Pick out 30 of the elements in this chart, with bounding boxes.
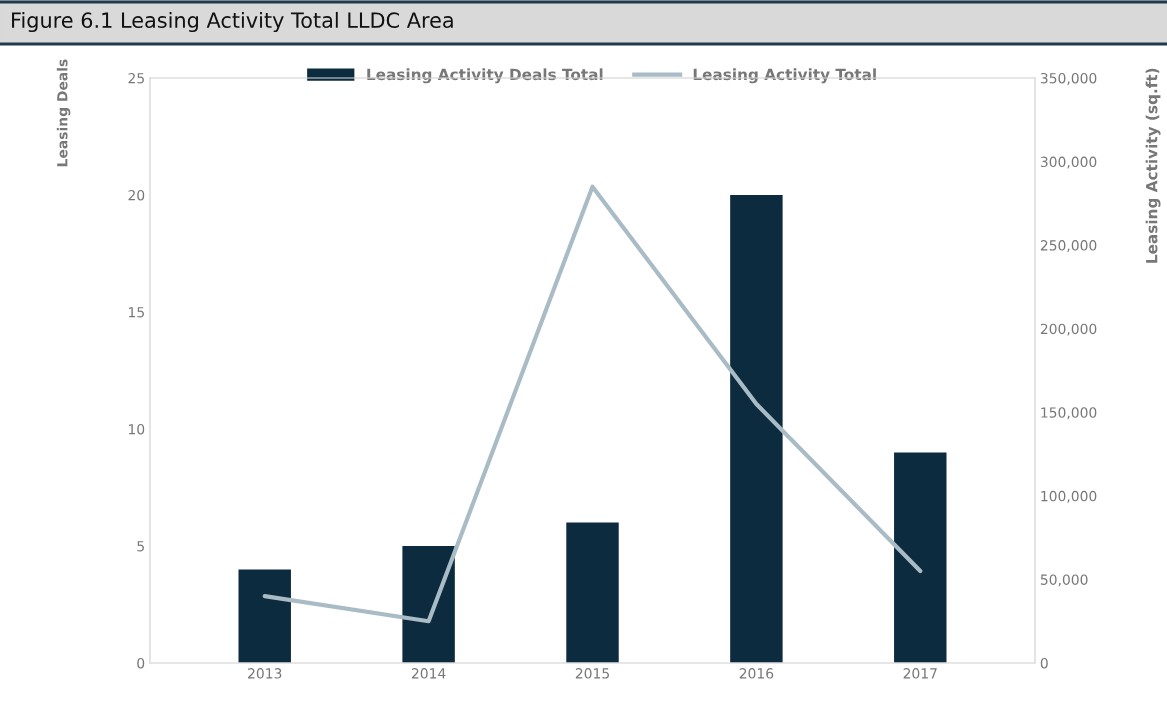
y-tick-label: 25: [128, 72, 144, 84]
bar: [402, 546, 455, 663]
line-series: [262, 184, 923, 624]
y-tick-label: 10: [128, 423, 145, 435]
y2-axis-title: Leasing Activity (sq.ft): [1145, 68, 1161, 263]
y-tick-label: 5: [137, 541, 144, 552]
x-tick-label: 2013: [248, 668, 282, 679]
y-tick-label: 15: [128, 307, 144, 318]
x-tick-label: 2017: [903, 668, 937, 679]
legend-label: Leasing Activity Total: [693, 68, 876, 84]
chart-title: Figure 6.1 Leasing Activity Total LLDC Area: [12, 11, 453, 33]
y-tick-label: 20: [128, 189, 145, 201]
y2-tick-label: 300,000: [1040, 156, 1097, 169]
y2-tick-label: 0: [1040, 657, 1048, 669]
y2-tick-label: 250,000: [1040, 240, 1097, 253]
x-tick-label: 2015: [575, 668, 609, 679]
y2-tick-label: 50,000: [1040, 574, 1088, 587]
bar: [566, 522, 619, 663]
y-axis-title: Leasing Deals: [56, 59, 71, 167]
y2-tick-label: 350,000: [1040, 72, 1097, 85]
bar: [238, 569, 291, 663]
bar: [730, 195, 783, 663]
y2-tick-label: 200,000: [1040, 323, 1097, 336]
x-tick-label: 2016: [739, 668, 774, 679]
bar: [894, 452, 947, 663]
y-tick-label: 0: [137, 657, 145, 669]
legend-label: Leasing Activity Deals Total: [367, 68, 603, 84]
y2-tick-label: 150,000: [1041, 407, 1097, 420]
y2-tick-label: 100,000: [1041, 490, 1097, 503]
x-tick-label: 2014: [411, 668, 446, 679]
